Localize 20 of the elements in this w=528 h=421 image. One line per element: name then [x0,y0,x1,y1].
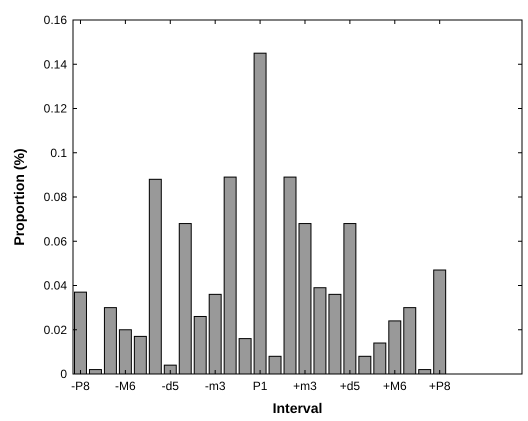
x-axis-title: Interval [272,400,322,416]
x-tick-label: -m3 [204,379,226,393]
x-tick-label: -M6 [115,379,136,393]
y-tick-label: 0.12 [44,102,68,116]
x-tick-label: +m3 [293,379,318,393]
x-tick-label: P1 [252,379,268,393]
y-tick-label: 0.02 [44,322,68,337]
y-tick-label: 0.08 [44,190,68,204]
y-tick-label: 0.1 [50,146,68,160]
x-tick-label: +M6 [382,379,407,393]
x-tick-label: +d5 [340,379,360,393]
y-tick-label: 0.06 [44,234,68,248]
y-tick-label: 0 [60,367,68,382]
x-tick-label: +P8 [428,379,451,393]
y-axis-title: Proportion (%) [11,148,27,246]
y-tick-label: 0.04 [44,278,68,293]
y-tick-label: 0.16 [44,13,68,28]
y-tick-label: 0.14 [44,57,68,72]
x-tick-label: -d5 [162,379,180,393]
x-tick-label: -P8 [71,379,90,393]
